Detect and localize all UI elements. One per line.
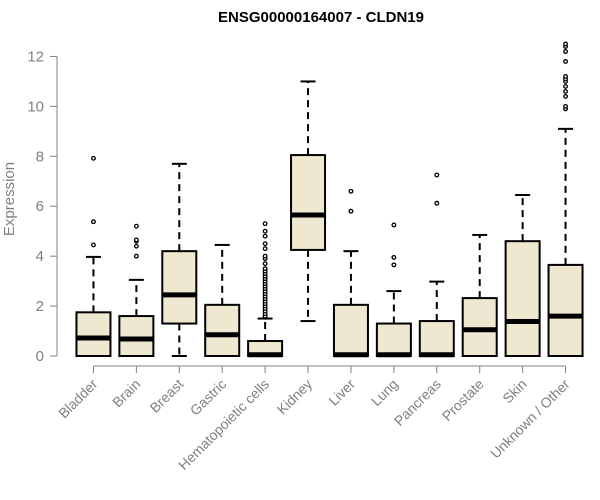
x-tick-label: Liver [325,376,358,409]
box-liver [332,188,369,358]
plot-area [75,41,584,358]
outlier-point [262,261,268,267]
outlier-point [133,237,139,243]
iqr-box [547,263,584,357]
box-pancreas [418,172,455,358]
iqr-box [418,320,455,357]
outlier-point [563,93,568,99]
outlier-point [348,208,354,214]
y-tick-label: 0 [36,348,44,365]
outlier-point [91,155,96,161]
y-tick-label: 10 [27,98,44,115]
outlier-point [434,200,440,206]
x-tick-label: Brain [109,376,143,410]
outlier-point [563,103,568,109]
outlier-point [563,41,568,47]
iqr-box [375,322,412,357]
box-hematopoietic-cells [247,221,284,358]
iqr-box [504,240,541,358]
iqr-box [290,154,327,251]
outlier-point [262,241,268,247]
x-tick-label: Lung [368,376,401,409]
outlier-point [262,246,268,252]
outlier-point [262,233,268,239]
y-axis-label: Expression [1,162,18,236]
y-tick-label: 8 [36,148,44,165]
iqr-box [332,303,369,357]
iqr-box [461,297,498,358]
outlier-point [262,228,268,234]
box-lung [375,222,412,358]
x-tick-label: Gastric [187,376,230,419]
box-breast [161,162,198,357]
box-skin [504,194,541,358]
box-bladder [75,155,112,358]
x-tick-label: Unknown / Other [487,376,573,462]
x-tick-label: Skin [499,376,530,407]
outlier-point [91,219,96,225]
iqr-box [204,303,241,357]
box-prostate [461,233,498,358]
box-gastric [204,243,241,357]
box-unknown-other [547,41,584,357]
iqr-box [75,311,112,358]
x-tick-label: Kidney [274,376,316,418]
outlier-point [563,88,568,94]
x-tick-label: Pancreas [391,376,444,429]
outlier-point [391,222,397,228]
outlier-point [391,254,397,260]
outlier-point [563,73,568,79]
outlier-point [348,188,354,194]
outlier-point [434,172,440,178]
x-tick-label: Prostate [439,376,487,424]
outlier-point [262,221,268,227]
x-tick-label: Breast [146,376,186,416]
y-tick-label: 4 [36,248,44,265]
y-axis: 0 2 4 6 8 10 12 [27,48,58,365]
y-tick-label: 12 [27,48,44,65]
box-brain [118,223,155,357]
y-tick-label: 6 [36,198,44,215]
box-kidney [290,80,327,323]
x-tick-label: Bladder [55,376,101,422]
outlier-point [563,49,568,54]
outlier-point [91,242,96,248]
outlier-point [133,243,139,249]
outlier-point [563,59,568,64]
iqr-box [118,315,155,357]
iqr-box [161,250,198,325]
chart-title: ENSG00000164007 - CLDN19 [218,9,424,26]
outlier-point [133,253,139,259]
outlier-point [563,83,568,89]
outlier-point [133,223,139,229]
outlier-point [262,266,268,272]
outlier-point [262,253,268,259]
y-tick-label: 2 [36,298,44,315]
outlier-point [391,262,397,268]
